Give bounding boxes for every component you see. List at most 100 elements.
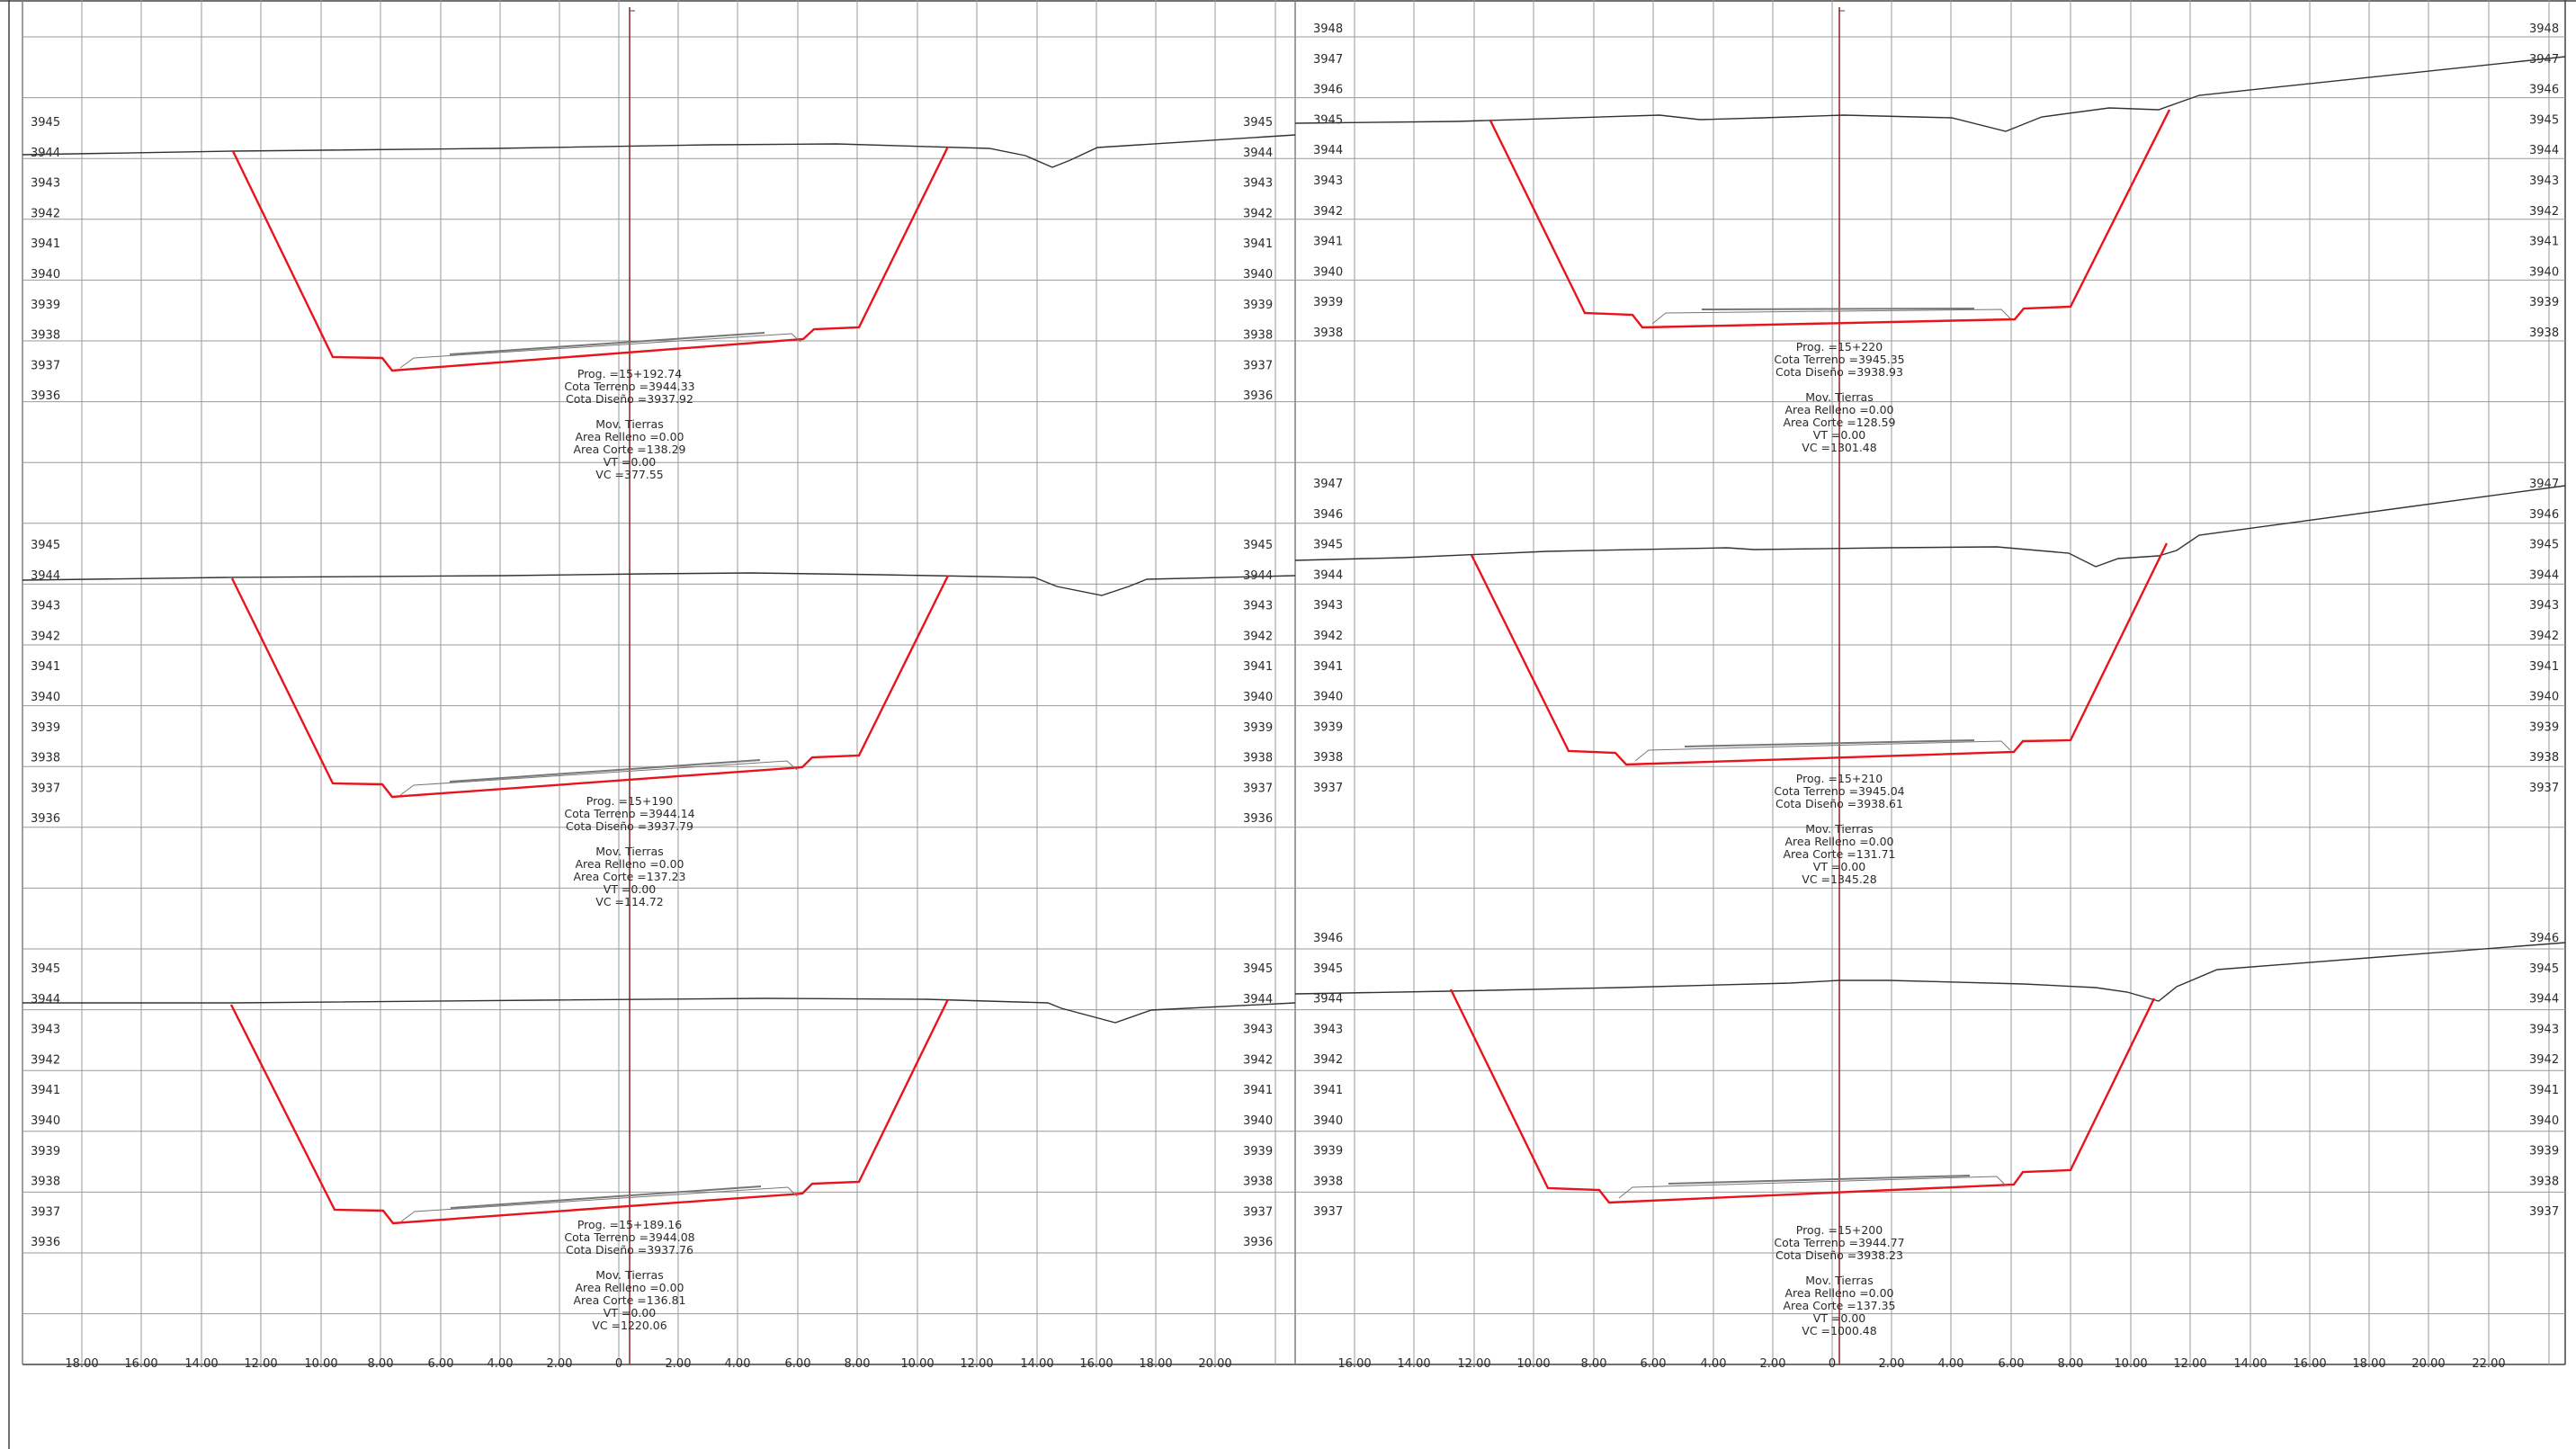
elevation-label-right: 3939 bbox=[1243, 299, 1273, 312]
elevation-label-left: 3942 bbox=[1313, 630, 1343, 643]
elevation-label-left: 3943 bbox=[31, 1024, 60, 1037]
elevation-label-left: 3943 bbox=[31, 600, 60, 613]
pavement-layer bbox=[1618, 1176, 2007, 1199]
pavement-layer-thick bbox=[449, 332, 765, 355]
elevation-label-left: 3945 bbox=[31, 116, 60, 130]
section-info-line: Cota Diseño =3938.93 bbox=[1775, 365, 1903, 379]
elevation-label-left: 3939 bbox=[31, 721, 60, 735]
section-info-line: Mov. Tierras bbox=[1805, 822, 1873, 836]
section-info-line: Cota Terreno =3944.33 bbox=[564, 380, 694, 393]
section-info-line: Area Relleno =0.00 bbox=[575, 857, 684, 871]
elevation-label-right: 3940 bbox=[1243, 1114, 1273, 1128]
offset-label-left: 2.00 bbox=[547, 1357, 573, 1371]
elevation-label-right: 3938 bbox=[2529, 751, 2559, 765]
elevation-label-right: 3939 bbox=[1243, 721, 1273, 735]
elevation-label-left: 3942 bbox=[31, 207, 60, 220]
section-info-line: Area Corte =138.29 bbox=[573, 443, 685, 456]
elevation-label-left: 3941 bbox=[31, 660, 60, 674]
design-section-line bbox=[229, 998, 950, 1225]
elevation-label-right: 3943 bbox=[1243, 1024, 1273, 1037]
elevation-label-right: 3937 bbox=[2529, 1205, 2559, 1219]
elevation-label-right: 3940 bbox=[2529, 691, 2559, 704]
offset-label-left: 12.00 bbox=[244, 1357, 277, 1371]
elevation-label-right: 3938 bbox=[2529, 1175, 2559, 1188]
cross-section-r3: 3946 3945 3944 3943 3942 3941 3940 3939 3938 3937… bbox=[1294, 932, 2566, 1337]
elevation-label-right: 3947 bbox=[2529, 53, 2559, 67]
elevation-label-right: 3944 bbox=[2529, 144, 2559, 157]
elevation-label-right: 3945 bbox=[2529, 113, 2559, 127]
offset-label-right: 20.00 bbox=[2411, 1357, 2445, 1371]
elevation-label-right: 3945 bbox=[2529, 539, 2559, 552]
elevation-label-right: 3944 bbox=[2529, 993, 2559, 1006]
elevation-label-left: 3938 bbox=[31, 752, 60, 765]
elevation-label-left: 3946 bbox=[1313, 932, 1343, 945]
elevation-label-left: 3941 bbox=[1313, 660, 1343, 674]
offset-label-right: 4.00 bbox=[1701, 1357, 1727, 1371]
section-info-line: VC =377.55 bbox=[595, 468, 663, 481]
elevation-label-left: 3937 bbox=[31, 782, 60, 795]
section-info-line: Cota Diseño =3938.23 bbox=[1775, 1248, 1903, 1262]
elevation-label-right: 3942 bbox=[2529, 205, 2559, 219]
elevation-label-right: 3940 bbox=[1243, 268, 1273, 282]
elevation-label-left: 3948 bbox=[1313, 22, 1343, 36]
elevation-label-right: 3938 bbox=[1243, 1176, 1273, 1189]
offset-label-left: 6.00 bbox=[785, 1357, 811, 1371]
design-section-line bbox=[231, 146, 950, 372]
elevation-label-right: 3937 bbox=[1243, 782, 1273, 795]
elevation-label-left: 3940 bbox=[31, 268, 60, 282]
elevation-label-left: 3944 bbox=[31, 993, 60, 1006]
section-info-line: VC =1000.48 bbox=[1802, 1324, 1876, 1337]
section-info-line: VT =0.00 bbox=[1813, 860, 1866, 873]
offset-label-left: 18.00 bbox=[65, 1357, 98, 1371]
offset-label-left: 20.00 bbox=[1198, 1357, 1231, 1371]
elevation-label-left: 3944 bbox=[1313, 568, 1343, 582]
elevation-label-left: 3944 bbox=[31, 147, 60, 160]
elevation-label-right: 3944 bbox=[1243, 993, 1273, 1006]
section-info-line: Area Corte =137.35 bbox=[1783, 1299, 1895, 1312]
offset-label-left: 10.00 bbox=[304, 1357, 337, 1371]
elevation-label-left: 3939 bbox=[1313, 720, 1343, 734]
pavement-layer-thick bbox=[449, 759, 761, 783]
section-info-line: Mov. Tierras bbox=[595, 845, 663, 858]
section-info-line: Prog. =15+220 bbox=[1796, 340, 1883, 353]
section-info-line: Cota Diseño =3937.79 bbox=[566, 819, 693, 833]
design-section-line bbox=[1489, 109, 2171, 329]
elevation-label-left: 3942 bbox=[1313, 1053, 1343, 1067]
offset-label-right: 10.00 bbox=[2114, 1357, 2147, 1371]
elevation-label-right: 3936 bbox=[1243, 1236, 1273, 1249]
elevation-label-left: 3938 bbox=[1313, 751, 1343, 765]
offset-label-right: 8.00 bbox=[2058, 1357, 2084, 1371]
offset-label-right: 14.00 bbox=[1397, 1357, 1430, 1371]
offset-label-left: 4.00 bbox=[725, 1357, 751, 1371]
section-info-line: Cota Terreno =3945.04 bbox=[1774, 784, 1904, 798]
elevation-label-right: 3936 bbox=[1243, 389, 1273, 403]
elevation-label-right: 3942 bbox=[1243, 1053, 1273, 1067]
elevation-label-left: 3940 bbox=[31, 691, 60, 704]
section-info-line: Area Corte =137.23 bbox=[573, 870, 685, 883]
offset-label-left: 8.00 bbox=[845, 1357, 871, 1371]
section-info-line: VC =1345.28 bbox=[1802, 872, 1876, 886]
elevation-label-left: 3943 bbox=[1313, 1023, 1343, 1036]
elevation-label-left: 3944 bbox=[1313, 144, 1343, 157]
elevation-label-right: 3946 bbox=[2529, 84, 2559, 97]
elevation-label-left: 3942 bbox=[31, 1053, 60, 1067]
pavement-layer-thick bbox=[1668, 1175, 1971, 1185]
elevation-label-right: 3940 bbox=[1243, 691, 1273, 704]
design-section-line bbox=[1449, 988, 2156, 1204]
section-info-line: VT =0.00 bbox=[604, 455, 657, 469]
section-info-line: VT =0.00 bbox=[1813, 428, 1866, 442]
offset-label-left: 16.00 bbox=[124, 1357, 157, 1371]
elevation-label-right: 3944 bbox=[1243, 147, 1273, 160]
section-info-line: Prog. =15+200 bbox=[1796, 1223, 1883, 1237]
elevation-label-right: 3936 bbox=[1243, 812, 1273, 826]
elevation-label-right: 3939 bbox=[2529, 720, 2559, 734]
offset-label-right: 0 bbox=[1829, 1357, 1836, 1371]
section-info-line: Area Relleno =0.00 bbox=[1784, 403, 1893, 416]
offset-label-left: 8.00 bbox=[368, 1357, 394, 1371]
elevation-label-left: 3940 bbox=[31, 1114, 60, 1128]
section-info-line: Area Corte =131.71 bbox=[1783, 847, 1895, 861]
section-info-line: VC =114.72 bbox=[595, 895, 663, 908]
elevation-label-left: 3941 bbox=[1313, 236, 1343, 249]
offset-label-right: 16.00 bbox=[1337, 1357, 1371, 1371]
sections-layer: 3945 3944 3943 3942 3941 3940 3939 3938 3937 3936… bbox=[22, 7, 2566, 1364]
